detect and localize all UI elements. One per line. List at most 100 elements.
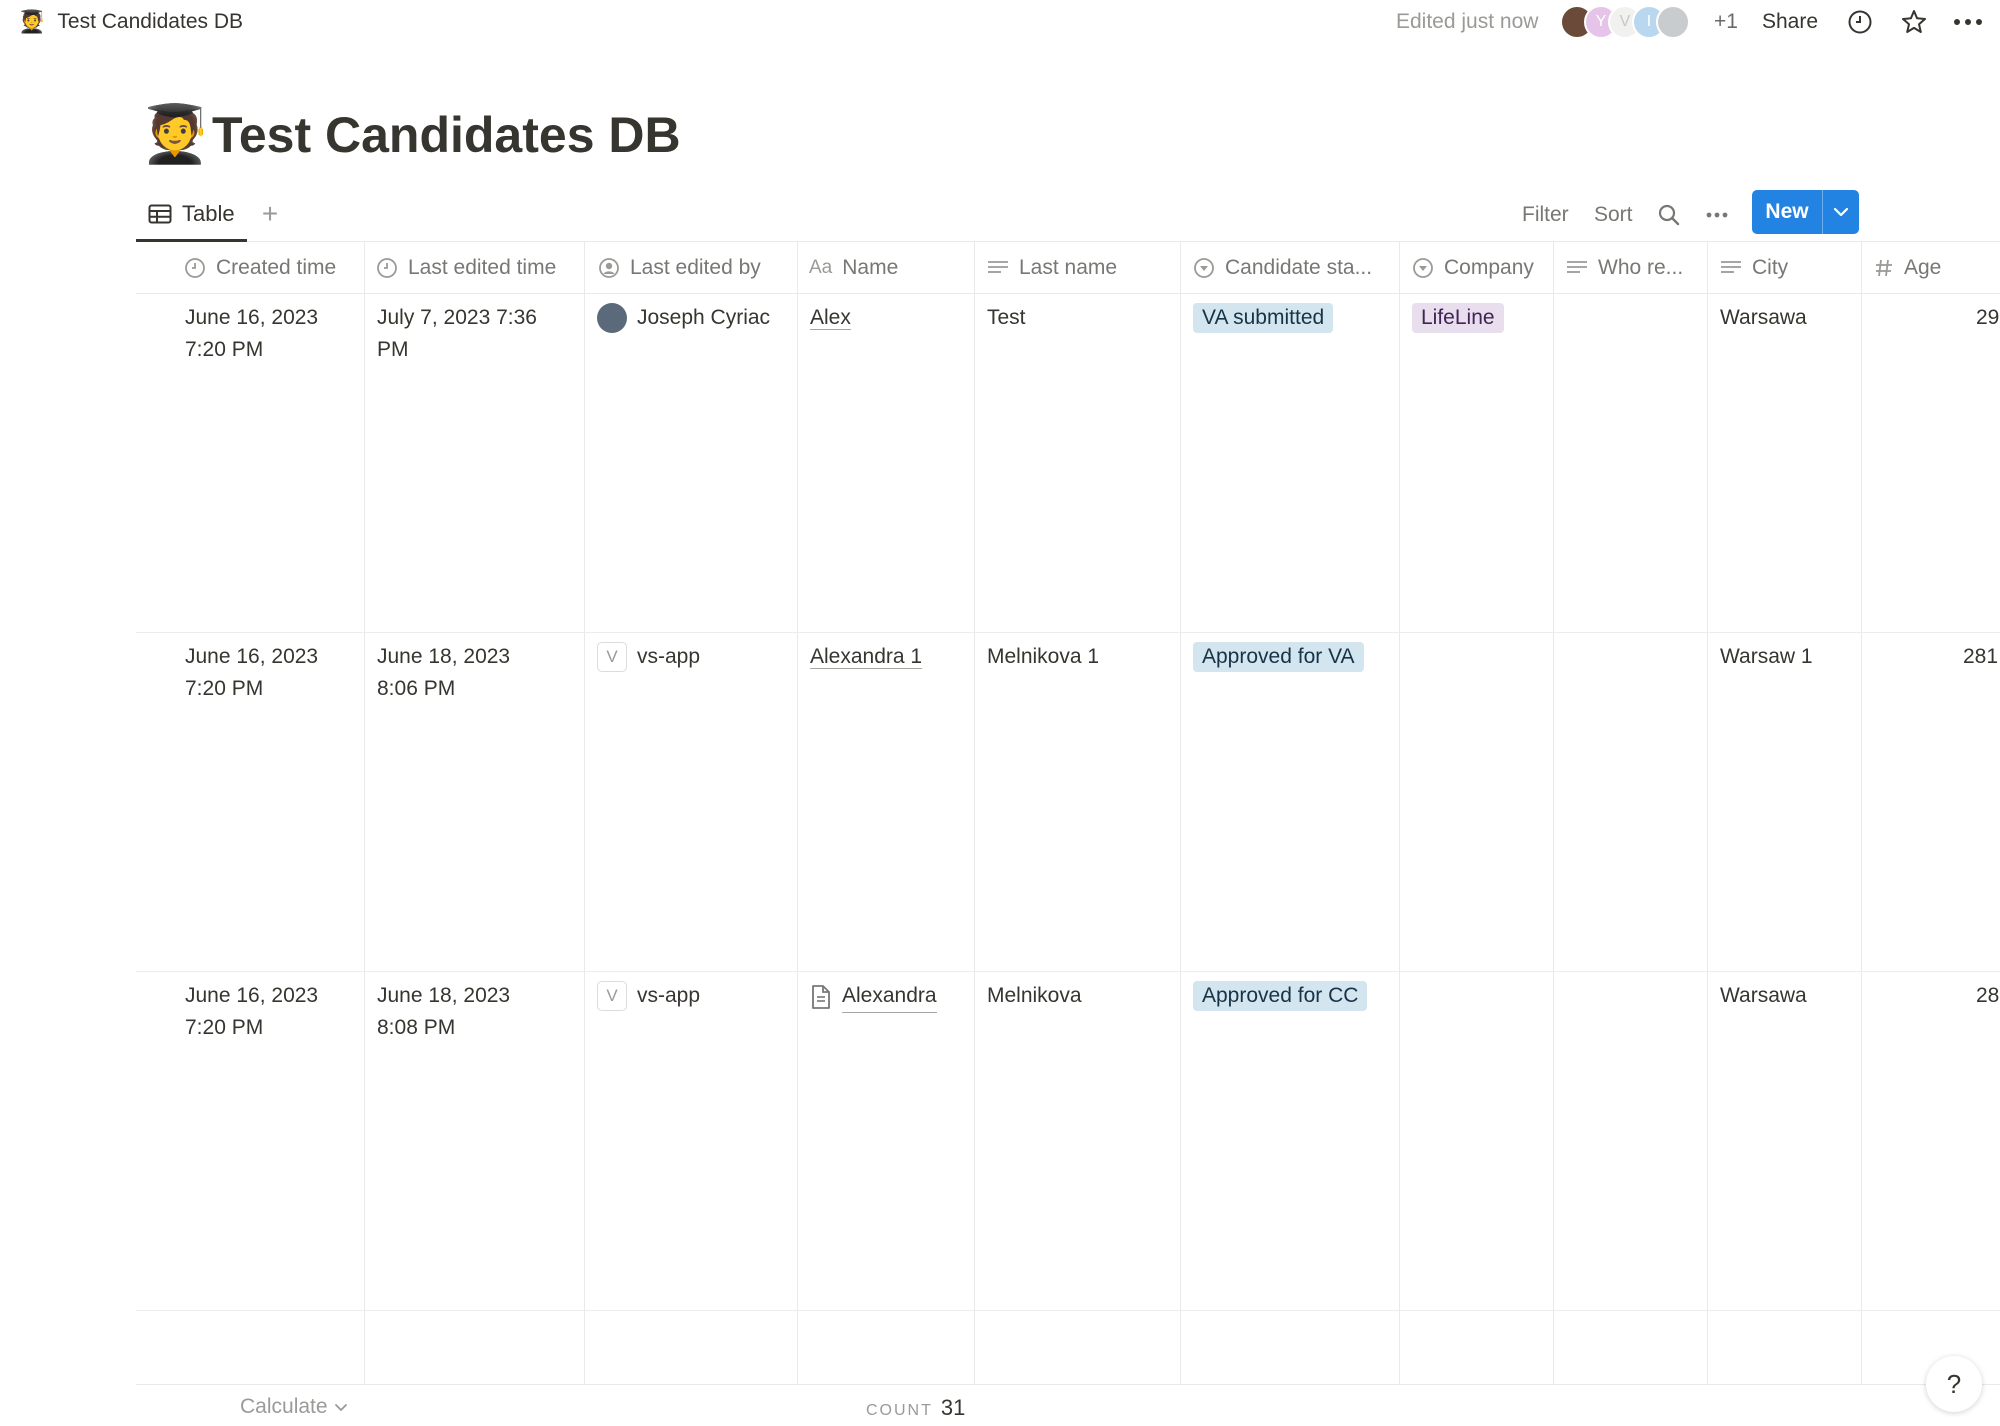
edited-status: Edited just now: [1396, 10, 1539, 33]
column-divider[interactable]: [1180, 242, 1181, 1384]
last-edited-time-cell[interactable]: June 18, 2023 8:06 PM: [377, 641, 581, 705]
more-collaborators-count[interactable]: +1: [1714, 10, 1738, 33]
column-header-last-edited-time[interactable]: Last edited time: [376, 242, 582, 294]
row-count[interactable]: COUNT 31: [866, 1395, 965, 1421]
search-icon[interactable]: [1654, 200, 1684, 230]
clock-icon[interactable]: [1844, 6, 1876, 38]
table-header: Created time Last edited time Last edite…: [136, 242, 2000, 294]
avatar[interactable]: [1656, 5, 1690, 39]
column-divider[interactable]: [1399, 242, 1400, 1384]
more-icon[interactable]: [1952, 6, 1984, 38]
column-header-created-time[interactable]: Created time: [184, 242, 362, 294]
table-row[interactable]: June 16, 2023 7:20 PM July 7, 2023 7:36 …: [136, 294, 2000, 633]
column-divider[interactable]: [974, 242, 975, 1384]
last-name-cell[interactable]: Melnikova: [987, 984, 1082, 1007]
edited-date: June 18, 2023: [377, 984, 511, 1007]
column-header-candidate-status[interactable]: Candidate sta...: [1193, 242, 1398, 294]
share-button[interactable]: Share: [1762, 10, 1819, 33]
column-header-label: Company: [1444, 256, 1534, 279]
column-header-who-referred[interactable]: Who re...: [1566, 242, 1706, 294]
add-view-button[interactable]: +: [261, 198, 279, 229]
name-cell[interactable]: Alexandra 1: [810, 641, 970, 673]
column-header-label: Last edited time: [408, 256, 557, 279]
age-cell[interactable]: 281: [1963, 645, 1999, 668]
table-row[interactable]: June 16, 2023 7:20 PM June 18, 2023 8:08…: [136, 972, 2000, 1311]
candidate-status-cell[interactable]: Approved for VA: [1193, 641, 1397, 673]
column-divider[interactable]: [1861, 242, 1862, 1384]
created-time-cell[interactable]: June 16, 2023 7:20 PM: [185, 980, 360, 1044]
column-divider[interactable]: [1707, 242, 1708, 1384]
table-row[interactable]: June 16, 2023 7:20 PM June 18, 2023 8:06…: [136, 633, 2000, 972]
column-header-label: Last name: [1019, 256, 1118, 279]
last-name-cell[interactable]: Test: [987, 306, 1026, 329]
table-icon: [148, 204, 172, 223]
record-name-link[interactable]: Alexandra 1: [810, 645, 923, 669]
candidate-status-cell[interactable]: Approved for CC: [1193, 980, 1397, 1012]
record-name-link[interactable]: Alexandra: [842, 980, 937, 1013]
calculate-button[interactable]: Calculate: [240, 1395, 348, 1419]
chevron-down-icon[interactable]: [1823, 190, 1859, 234]
created-time: 7:20 PM: [185, 338, 264, 361]
sort-button[interactable]: Sort: [1594, 203, 1633, 226]
column-header-city[interactable]: City: [1720, 242, 1860, 294]
column-divider[interactable]: [364, 242, 365, 1384]
tab-table[interactable]: Table: [136, 188, 247, 242]
column-header-age[interactable]: Age: [1874, 242, 2000, 294]
filter-button[interactable]: Filter: [1522, 203, 1569, 226]
candidate-status-cell[interactable]: VA submitted: [1193, 302, 1397, 334]
age-cell[interactable]: 29: [1976, 306, 2000, 329]
collaborator-avatars[interactable]: Y V I: [1560, 4, 1690, 40]
edited-date: June 18, 2023: [377, 645, 511, 668]
column-header-last-name[interactable]: Last name: [987, 242, 1179, 294]
column-header-label: Last edited by: [630, 256, 761, 279]
table-footer: Calculate COUNT 31: [136, 1384, 2000, 1426]
new-button[interactable]: New: [1752, 190, 1859, 234]
city-cell[interactable]: Warsawa: [1720, 306, 1807, 329]
page-title[interactable]: Test Candidates DB: [212, 107, 681, 163]
clock-icon: [377, 258, 397, 278]
star-icon[interactable]: [1898, 6, 1930, 38]
text-lines-icon: [1567, 261, 1587, 273]
record-name-link[interactable]: Alex: [810, 306, 851, 330]
text-lines-icon: [1721, 261, 1741, 273]
view-more-icon[interactable]: [1702, 200, 1732, 230]
created-time: 7:20 PM: [185, 677, 264, 700]
last-edited-by-cell[interactable]: V vs-app: [597, 641, 795, 673]
text-lines-icon: [988, 261, 1008, 273]
bot-avatar: V: [597, 642, 627, 672]
chevron-down-icon: [334, 1403, 347, 1411]
status-badge: VA submitted: [1193, 303, 1334, 333]
clock-icon: [185, 258, 205, 278]
created-time: 7:20 PM: [185, 1016, 264, 1039]
created-time-cell[interactable]: June 16, 2023 7:20 PM: [185, 641, 360, 705]
last-edited-time-cell[interactable]: June 18, 2023 8:08 PM: [377, 980, 581, 1044]
column-divider[interactable]: [1553, 242, 1554, 1384]
page-icon: [812, 984, 830, 1009]
page-icon[interactable]: 🧑‍🎓: [140, 102, 210, 165]
column-header-name[interactable]: Aa Name: [809, 242, 973, 294]
new-button-divider: [1822, 190, 1823, 234]
name-cell[interactable]: Alexandra: [810, 980, 972, 1020]
age-cell[interactable]: 28: [1976, 984, 2000, 1007]
breadcrumb[interactable]: 🧑‍🎓 Test Candidates DB: [18, 8, 243, 36]
company-cell[interactable]: LifeLine: [1412, 302, 1552, 334]
user-name: vs-app: [637, 984, 701, 1007]
help-button[interactable]: ?: [1926, 1356, 1982, 1412]
breadcrumb-title[interactable]: Test Candidates DB: [57, 10, 244, 33]
column-header-last-edited-by[interactable]: Last edited by: [598, 242, 796, 294]
text-title-icon: Aa: [809, 257, 833, 278]
last-edited-by-cell[interactable]: Joseph Cyriac: [597, 302, 795, 334]
last-name-cell[interactable]: Melnikova 1: [987, 645, 1100, 668]
city-cell[interactable]: Warsawa: [1720, 984, 1807, 1007]
column-header-company[interactable]: Company: [1412, 242, 1552, 294]
page-emoji-icon: 🧑‍🎓: [18, 9, 46, 34]
last-edited-time-cell[interactable]: July 7, 2023 7:36 PM: [377, 302, 581, 366]
city-cell[interactable]: Warsaw 1: [1720, 645, 1813, 668]
name-cell[interactable]: Alex: [810, 302, 970, 334]
last-edited-by-cell[interactable]: V vs-app: [597, 980, 795, 1012]
status-icon: [1194, 258, 1214, 278]
count-label: COUNT: [866, 1402, 933, 1419]
column-divider[interactable]: [584, 242, 585, 1384]
created-time-cell[interactable]: June 16, 2023 7:20 PM: [185, 302, 360, 366]
column-divider[interactable]: [797, 242, 798, 1384]
